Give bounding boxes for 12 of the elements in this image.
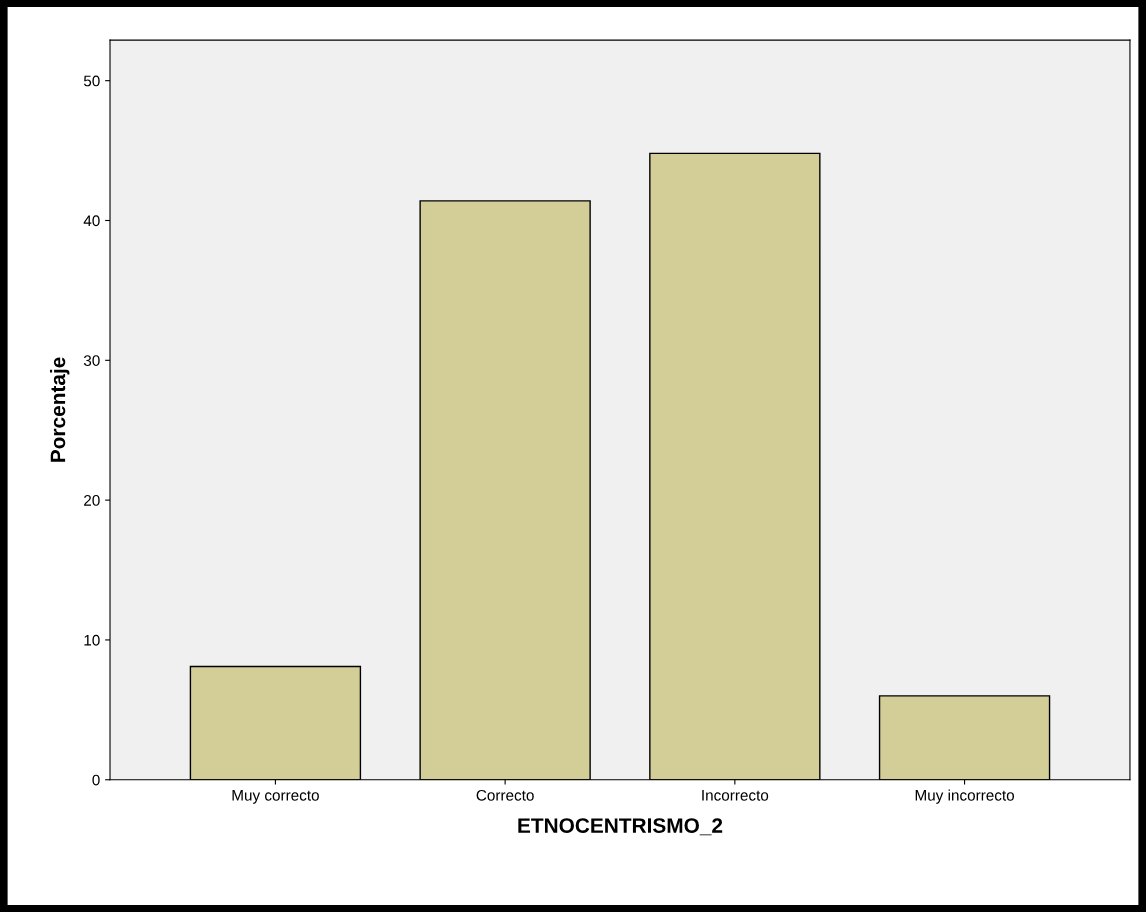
x-axis-title: ETNOCENTRISMO_2 (518, 818, 723, 836)
y-tick-label: 40 (83, 215, 100, 227)
y-tick-label: 10 (84, 634, 100, 646)
x-tick-label: Muy incorrecto (915, 789, 1015, 804)
y-axis-title: Porcentaje (49, 357, 70, 462)
y-tick-label: 30 (83, 355, 100, 366)
x-tick-label: Correcto (476, 789, 534, 801)
x-tick-label: Incorrecto (702, 790, 769, 801)
y-tick-label: 0 (92, 774, 100, 786)
x-tick-label: Muy correcto (232, 790, 319, 804)
y-tick-label: 50 (83, 75, 100, 87)
y-tick-label: 20 (84, 494, 100, 506)
